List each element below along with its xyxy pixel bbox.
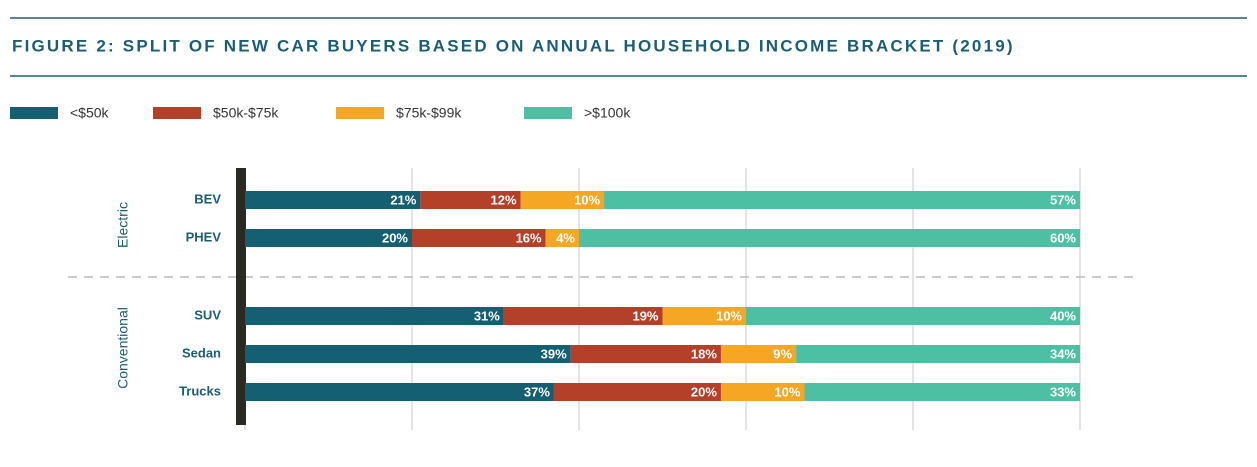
data-label: 34% [1050,346,1076,361]
bar-segment [579,229,1080,247]
bar-segment [503,307,663,325]
bar-segment [804,383,1080,401]
data-label: 10% [716,308,742,323]
y-tick-label: PHEV [186,229,222,244]
data-label: 40% [1050,308,1076,323]
bar-segment [570,345,721,363]
y-tick-label: Sedan [182,345,221,360]
y-tick-label: Trucks [179,383,221,398]
data-label: 21% [390,192,416,207]
y-tick-label: SUV [194,307,221,322]
data-label: 39% [541,346,567,361]
data-label: 9% [773,346,792,361]
data-label: 37% [524,384,550,399]
y-tick-label: BEV [194,191,221,206]
legend-swatch [336,107,384,119]
legend-swatch [10,107,58,119]
chart-title: FIGURE 2: SPLIT OF NEW CAR BUYERS BASED … [12,36,1015,55]
bar-segment [553,383,721,401]
data-label: 4% [556,230,575,245]
data-label: 31% [474,308,500,323]
data-label: 57% [1050,192,1076,207]
legend-label: $50k-$75k [213,105,279,121]
group-label: Electric [115,202,131,248]
bar-segment [245,229,412,247]
axis-bar [236,168,246,425]
legend-label: >$100k [584,105,631,121]
bar-segment [720,345,797,363]
bar-segment [720,383,805,401]
legend-swatch [153,107,201,119]
bar-segment [796,345,1080,363]
bar-segment [662,307,746,325]
legend-label: <$50k [70,105,110,121]
data-label: 33% [1050,384,1076,399]
bar-segment [245,191,421,209]
data-label: 16% [516,230,542,245]
bar-segment [245,345,571,363]
data-label: 19% [632,308,658,323]
data-label: 10% [574,192,600,207]
bar-segment [545,229,579,247]
bar-segment [420,191,521,209]
bar-segment [746,307,1080,325]
data-label: 12% [491,192,517,207]
data-label: 20% [382,230,408,245]
legend-swatch [524,107,572,119]
data-label: 18% [691,346,717,361]
bar-segment [245,307,504,325]
data-label: 10% [774,384,800,399]
group-label: Conventional [115,307,131,389]
legend-label: $75k-$99k [396,105,462,121]
data-label: 20% [691,384,717,399]
bar-segment [604,191,1080,209]
bar-segment [245,383,554,401]
bar-segment [412,229,546,247]
data-label: 60% [1050,230,1076,245]
bar-segment [520,191,605,209]
